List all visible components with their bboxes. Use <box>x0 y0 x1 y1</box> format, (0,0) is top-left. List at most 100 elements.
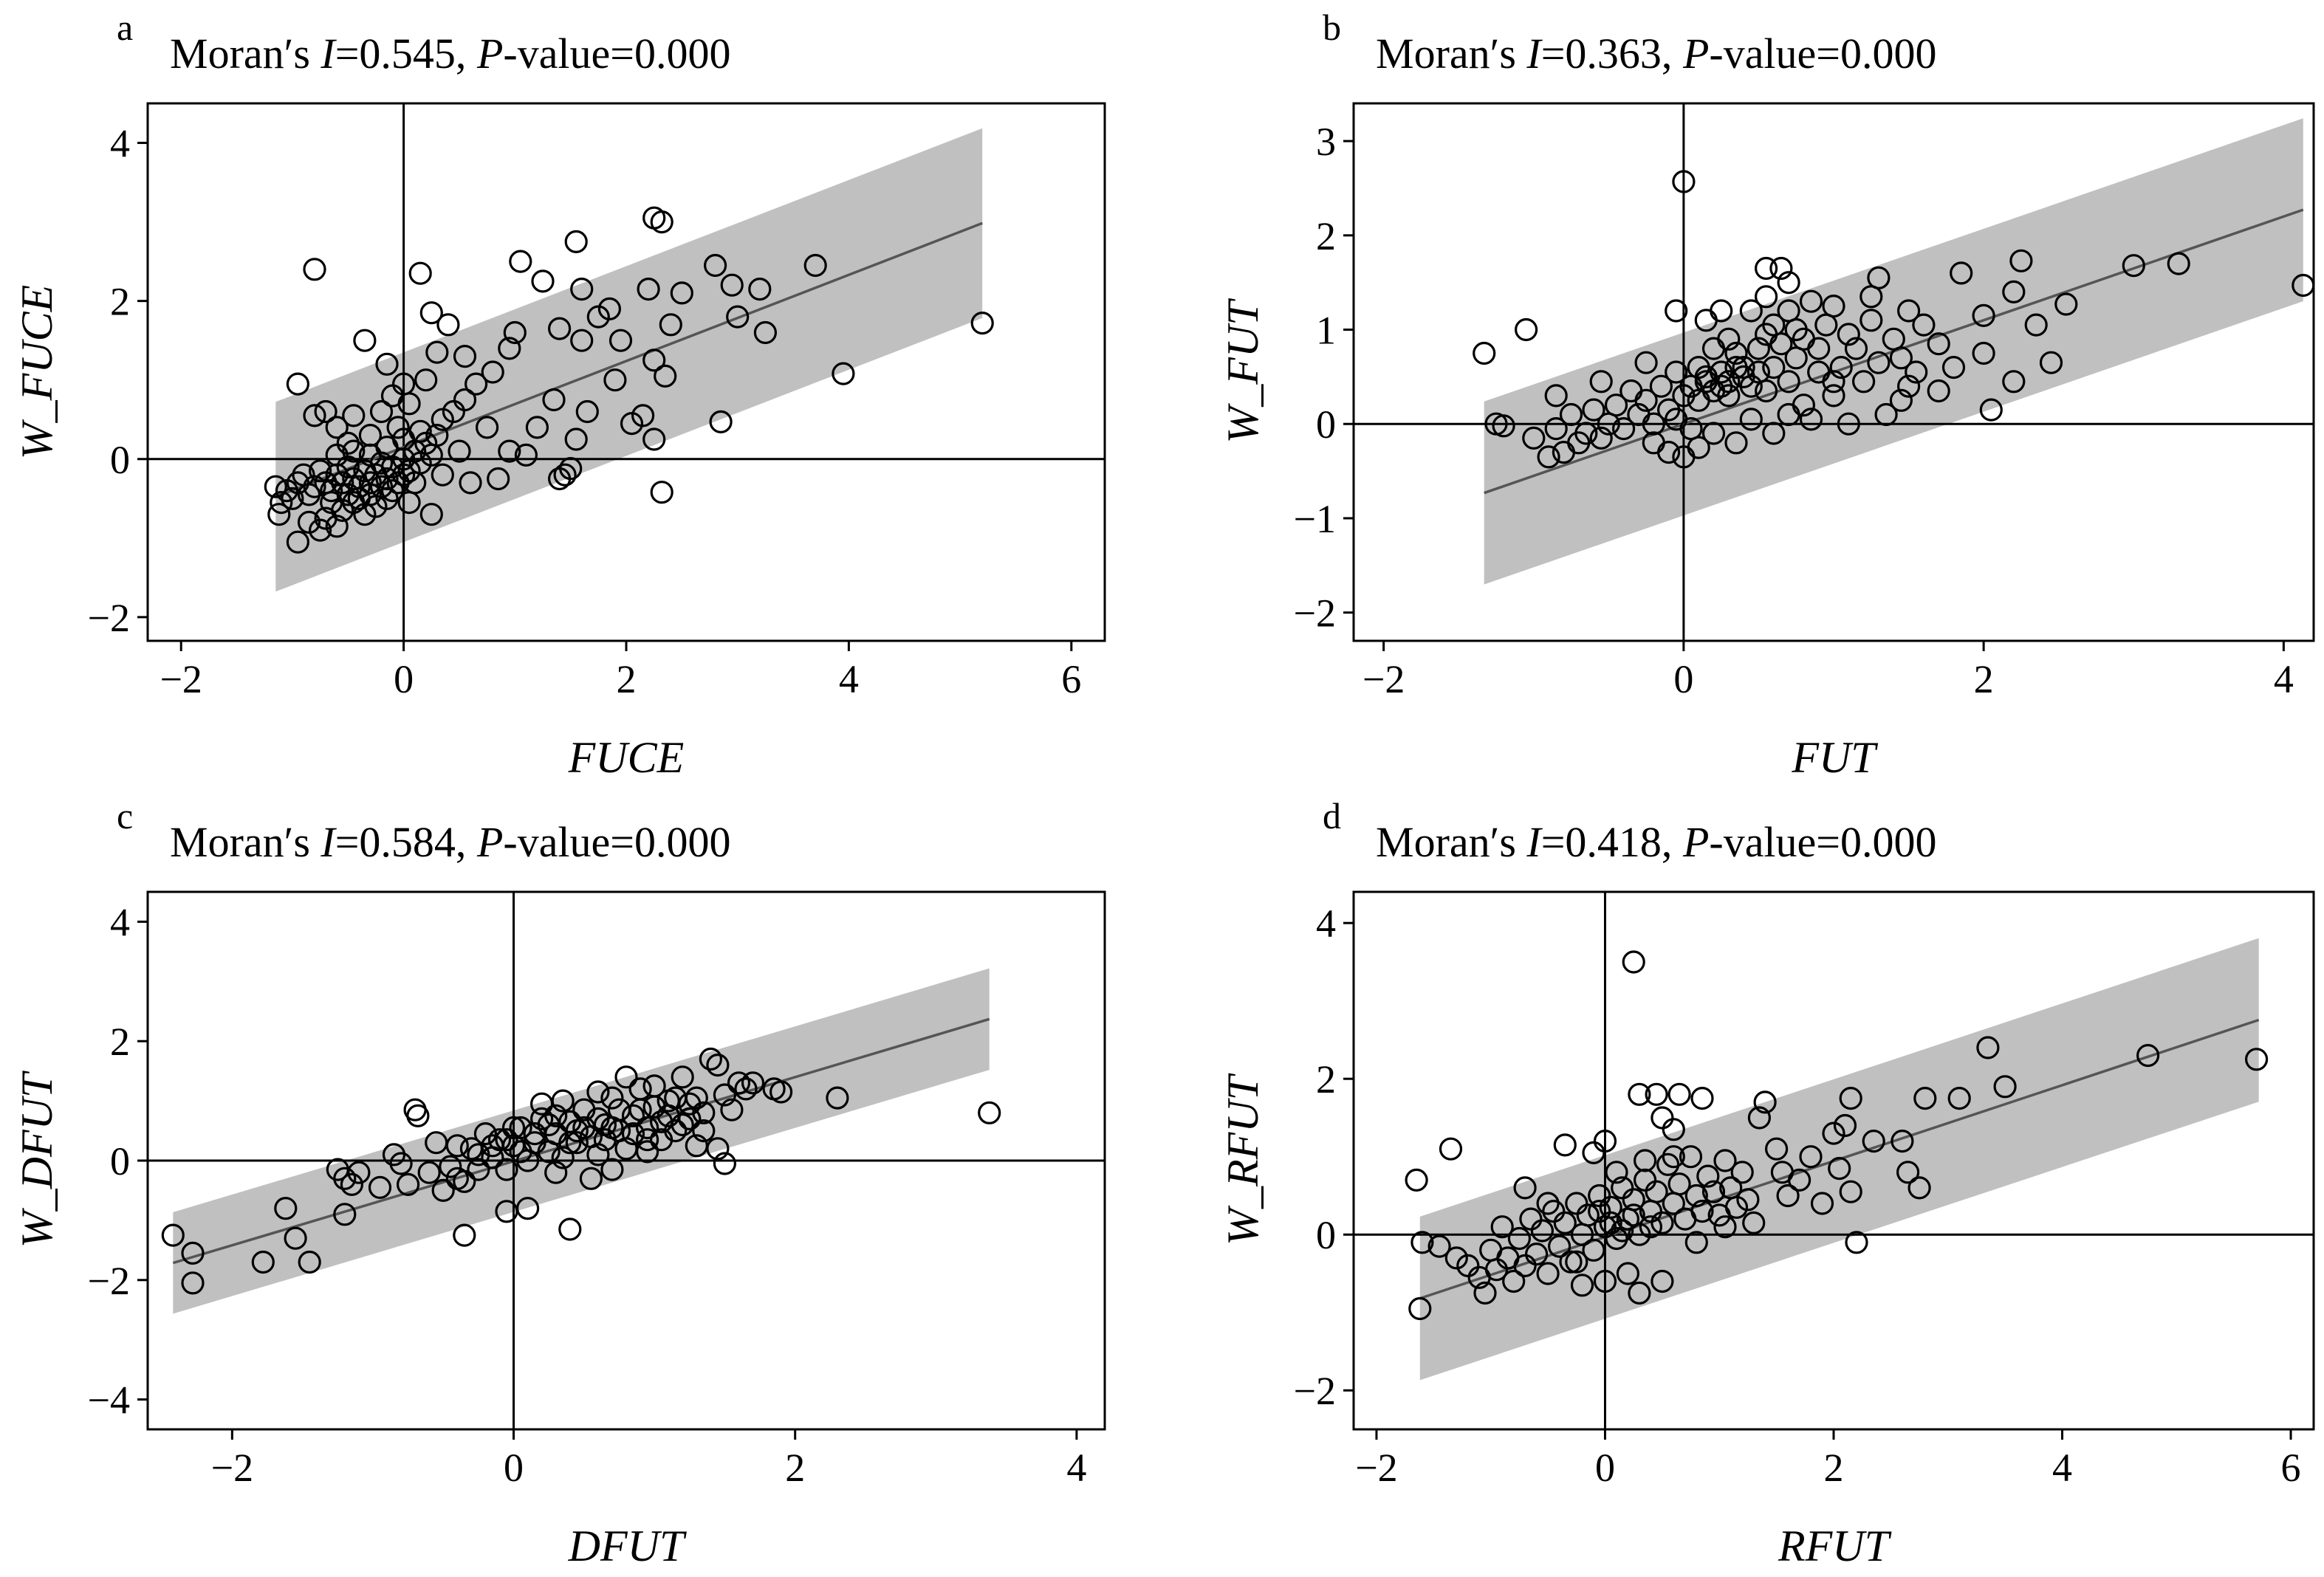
data-point <box>1844 337 1868 360</box>
data-point <box>1896 1161 1920 1184</box>
data-point <box>1672 384 1696 408</box>
data-point <box>635 1140 659 1164</box>
data-point <box>1593 1130 1617 1153</box>
data-point <box>570 278 594 301</box>
y-tick-label: 2 <box>110 1020 130 1064</box>
chart-panel-b: b Moran′s I=0.363, P-value=0.000 −2 0 2 4 −2 −1… <box>1162 0 2323 788</box>
data-point <box>403 471 427 495</box>
data-point <box>2024 313 2048 337</box>
data-point <box>650 210 673 234</box>
scatter-plot-c: c Moran′s I=0.584, P-value=0.000 −2 0 2 4 −4 −2… <box>13 795 1106 1570</box>
data-point <box>487 1128 512 1152</box>
data-point <box>803 253 827 278</box>
data-point <box>1833 1113 1857 1138</box>
data-point <box>1599 1195 1622 1219</box>
panel-letter: b <box>1323 7 1341 48</box>
data-point <box>1912 313 1936 337</box>
data-point <box>1739 374 1763 398</box>
data-point <box>1553 1211 1577 1235</box>
x-tick-label: 4 <box>2052 1446 2072 1490</box>
y-tick-label: 0 <box>1316 1213 1336 1257</box>
data-point <box>1754 323 1778 346</box>
data-point <box>586 1080 610 1104</box>
data-point <box>657 1089 680 1113</box>
data-point <box>417 1161 441 1184</box>
data-point <box>1713 1149 1737 1172</box>
data-point <box>1513 1254 1537 1278</box>
data-point <box>503 320 527 345</box>
data-point <box>353 329 377 352</box>
x-tick-label: −2 <box>160 657 202 701</box>
data-point <box>1754 379 1778 403</box>
data-point <box>1665 299 1688 323</box>
data-point <box>741 1071 765 1095</box>
plot-frame <box>1352 102 2315 642</box>
data-point <box>1993 1075 2017 1099</box>
data-point <box>325 416 349 439</box>
data-point <box>408 261 432 285</box>
data-point <box>1762 356 1786 379</box>
data-point <box>1639 1215 1663 1239</box>
x-tick-label: 4 <box>2274 657 2294 701</box>
data-point <box>564 427 588 451</box>
data-point <box>564 230 588 253</box>
title-part: P <box>1682 818 1709 866</box>
data-point <box>1522 426 1546 450</box>
data-point <box>1593 1269 1617 1293</box>
title-part: I <box>320 818 337 866</box>
data-point <box>586 305 610 329</box>
data-point <box>558 1217 582 1241</box>
data-point <box>284 1226 307 1250</box>
data-point <box>706 1054 730 1077</box>
data-point <box>1747 1106 1772 1130</box>
data-point <box>1408 1296 1432 1321</box>
data-point <box>1777 402 1800 427</box>
data-point <box>1515 317 1538 342</box>
data-point <box>375 352 399 376</box>
data-point <box>734 1077 758 1101</box>
title-part: =0.418, <box>1541 818 1683 866</box>
data-point <box>286 372 309 396</box>
data-point <box>1559 1250 1583 1274</box>
x-tick-label: 0 <box>1673 657 1693 701</box>
chart-title: Moran′s I=0.418, P-value=0.000 <box>1376 818 1937 866</box>
data-point <box>637 278 660 301</box>
data-point <box>1537 445 1560 469</box>
data-point <box>467 1158 490 1181</box>
data-point <box>529 1107 554 1130</box>
data-point <box>498 337 521 360</box>
data-point <box>309 518 332 542</box>
data-point <box>333 1203 357 1226</box>
data-point <box>1739 408 1763 431</box>
data-point <box>1588 1183 1611 1208</box>
data-point <box>1611 1219 1634 1243</box>
title-part: I <box>1526 818 1543 866</box>
data-point <box>436 313 460 337</box>
data-point <box>1622 950 1645 974</box>
y-tick-label: −1 <box>1294 497 1336 541</box>
data-point <box>1544 384 1568 408</box>
data-point <box>1822 1121 1845 1145</box>
data-point <box>1799 408 1823 431</box>
data-point <box>1611 1176 1634 1200</box>
data-point <box>267 503 291 526</box>
data-point <box>2009 249 2033 272</box>
data-point <box>1582 1141 1605 1164</box>
x-tick-label: 4 <box>1066 1446 1086 1490</box>
data-point <box>593 1128 617 1152</box>
data-point <box>1764 1137 1789 1161</box>
x-tick-label: 0 <box>504 1446 524 1490</box>
chart-title: Moran′s I=0.363, P-value=0.000 <box>1376 30 1937 78</box>
y-tick-label: −4 <box>88 1378 130 1423</box>
data-point <box>1634 351 1658 374</box>
data-point <box>1536 1192 1560 1215</box>
data-point <box>628 1098 652 1121</box>
data-point <box>347 1161 371 1184</box>
panel-letter: d <box>1323 795 1341 836</box>
data-point <box>1776 1183 1800 1208</box>
data-point <box>1672 445 1696 469</box>
data-point <box>1810 1192 1834 1215</box>
title-part: Moran′s <box>170 818 321 866</box>
scatter-plot-d: d Moran′s I=0.418, P-value=0.000 −2 0 2 4 6 −2 0… <box>1218 795 2315 1570</box>
data-point <box>1605 1226 1628 1251</box>
